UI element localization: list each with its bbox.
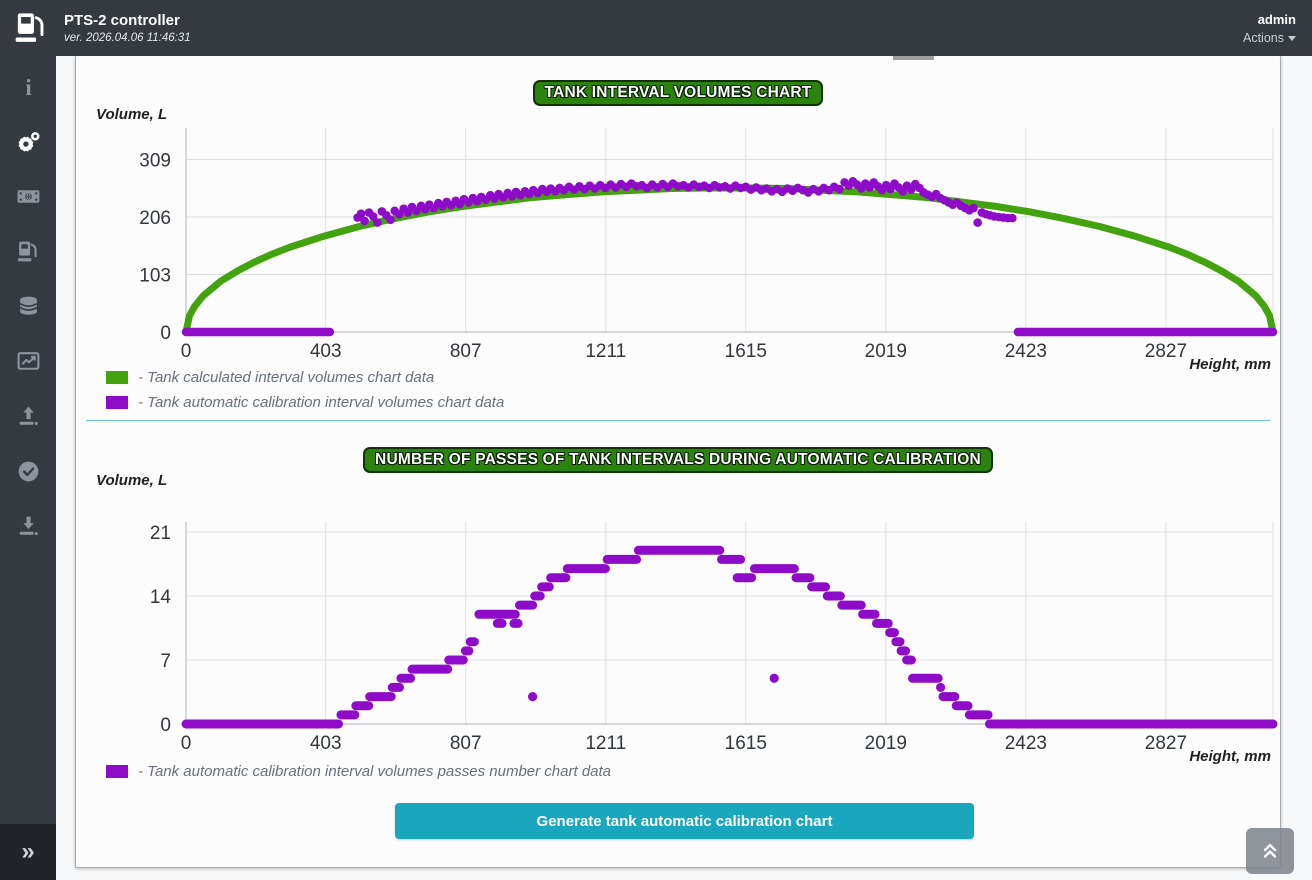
user-name: admin bbox=[1257, 11, 1296, 27]
sidebar-item-chart[interactable] bbox=[0, 334, 56, 389]
x-tick-label: 2827 bbox=[1145, 733, 1187, 754]
svg-text:i: i bbox=[25, 75, 32, 100]
fuel-pump-logo-icon bbox=[15, 13, 44, 42]
app-version: ver. 2026.04.06 11:46:31 bbox=[64, 32, 191, 44]
sidebar-item-database[interactable] bbox=[0, 279, 56, 334]
double-chevron-right-icon: » bbox=[21, 838, 35, 865]
x-tick-label: 403 bbox=[310, 733, 342, 754]
info-icon: i bbox=[25, 75, 32, 100]
sidebar-item-cash[interactable]: 0 bbox=[0, 169, 56, 224]
x-tick-label: 2423 bbox=[1005, 341, 1047, 362]
app-header: PTS-2 controller ver. 2026.04.06 11:46:3… bbox=[0, 0, 1312, 56]
check-circle-icon bbox=[18, 461, 38, 482]
passes-outlier-point bbox=[769, 673, 779, 683]
scroll-to-top-button[interactable] bbox=[1246, 828, 1294, 874]
y-tick-label: 21 bbox=[150, 523, 171, 544]
scrolled-content-edge bbox=[893, 56, 934, 60]
double-chevron-up-icon bbox=[1263, 843, 1277, 858]
legend-swatch-purple bbox=[106, 395, 128, 409]
chart-icon bbox=[17, 352, 39, 370]
calibration-data-point bbox=[360, 216, 369, 226]
calibration-data-point bbox=[969, 203, 978, 213]
chart2-y-axis-label: Volume, L bbox=[96, 472, 168, 489]
x-tick-label: 807 bbox=[450, 341, 482, 362]
y-tick-label: 7 bbox=[160, 651, 171, 672]
y-tick-label: 0 bbox=[160, 323, 171, 344]
x-tick-label: 0 bbox=[181, 733, 192, 754]
download-icon bbox=[19, 516, 38, 536]
passes-chart: 0 7 14 21 0 403 807 1211 1615 2019 2423 2827 bbox=[150, 522, 1278, 754]
app-title: PTS-2 controller bbox=[64, 12, 180, 29]
x-tick-label: 2019 bbox=[865, 341, 907, 362]
x-tick-label: 1615 bbox=[725, 733, 767, 754]
passes-data-point bbox=[935, 682, 946, 693]
x-tick-label: 2423 bbox=[1005, 733, 1047, 754]
legend-label: - Tank automatic calibration interval vo… bbox=[138, 393, 505, 411]
sidebar-item-check-circle[interactable] bbox=[0, 444, 56, 499]
calibration-data-point bbox=[373, 218, 382, 227]
x-tick-label: 1211 bbox=[585, 733, 626, 754]
legend-swatch-green bbox=[106, 370, 128, 384]
sidebar-item-info[interactable]: i bbox=[0, 59, 56, 114]
legend-label: - Tank automatic calibration interval vo… bbox=[138, 762, 612, 780]
y-tick-label: 103 bbox=[139, 265, 171, 286]
sidebar-item-download[interactable] bbox=[0, 499, 56, 554]
calibration-data-point bbox=[386, 215, 395, 225]
passes-outlier-point bbox=[528, 691, 538, 702]
legend-swatch-purple bbox=[106, 764, 128, 778]
calibration-data-point bbox=[973, 218, 982, 227]
fuel-pump-icon bbox=[17, 241, 37, 262]
calculated-volume-curve bbox=[182, 184, 1277, 336]
actions-label: Actions bbox=[1243, 30, 1284, 45]
calibration-data-point bbox=[356, 209, 366, 218]
x-tick-label: 1211 bbox=[585, 341, 626, 362]
x-tick-label: 2827 bbox=[1145, 341, 1187, 362]
calibration-data-point bbox=[368, 212, 378, 221]
svg-text:0: 0 bbox=[26, 192, 31, 202]
sidebar-item-upload[interactable] bbox=[0, 389, 56, 444]
x-tick-label: 1615 bbox=[725, 341, 767, 362]
x-tick-label: 807 bbox=[450, 733, 482, 754]
sidebar: i 0 bbox=[0, 56, 56, 880]
y-tick-label: 309 bbox=[139, 150, 171, 171]
sidebar-item-settings[interactable] bbox=[0, 114, 56, 169]
upload-icon bbox=[19, 406, 38, 426]
y-tick-label: 206 bbox=[139, 208, 171, 229]
content-panel: TANK INTERVAL VOLUMES CHART Volume, L 0 1… bbox=[75, 55, 1281, 868]
x-tick-label: 0 bbox=[181, 341, 192, 362]
chart1-y-axis-label: Volume, L bbox=[96, 106, 168, 123]
legend-calibration-volumes: - Tank automatic calibration interval vo… bbox=[106, 392, 504, 412]
section-divider bbox=[86, 420, 1270, 421]
chart1-x-axis-label: Height, mm bbox=[1189, 356, 1271, 373]
tank-volumes-chart-title: TANK INTERVAL VOLUMES CHART bbox=[532, 80, 824, 106]
legend-label: - Tank calculated interval volumes chart… bbox=[138, 368, 435, 386]
chevron-down-icon bbox=[1288, 35, 1296, 41]
legend-calculated-volumes: - Tank calculated interval volumes chart… bbox=[106, 367, 434, 387]
calibration-data-point bbox=[1008, 213, 1017, 223]
y-tick-label: 0 bbox=[160, 715, 171, 736]
database-icon bbox=[19, 296, 37, 315]
generate-calibration-chart-button[interactable]: Generate tank automatic calibration char… bbox=[395, 803, 974, 839]
calibration-data-point bbox=[835, 184, 844, 194]
passes-chart-title: NUMBER OF PASSES OF TANK INTERVALS DURIN… bbox=[363, 447, 993, 473]
x-tick-label: 2019 bbox=[865, 733, 907, 754]
actions-menu-button[interactable]: Actions bbox=[1243, 31, 1296, 45]
y-tick-label: 14 bbox=[150, 587, 172, 608]
x-tick-label: 403 bbox=[310, 341, 342, 362]
legend-passes-number: - Tank automatic calibration interval vo… bbox=[106, 761, 611, 781]
chart2-x-axis-label: Height, mm bbox=[1189, 748, 1271, 765]
sidebar-expand-button[interactable]: » bbox=[0, 824, 56, 880]
cash-icon: 0 bbox=[17, 190, 39, 203]
sidebar-item-fuel-pump[interactable] bbox=[0, 224, 56, 279]
tank-volumes-chart: 0 103 206 309 0 403 807 1211 1615 2019 2423 2827 bbox=[139, 128, 1278, 362]
settings-icon bbox=[18, 132, 39, 152]
